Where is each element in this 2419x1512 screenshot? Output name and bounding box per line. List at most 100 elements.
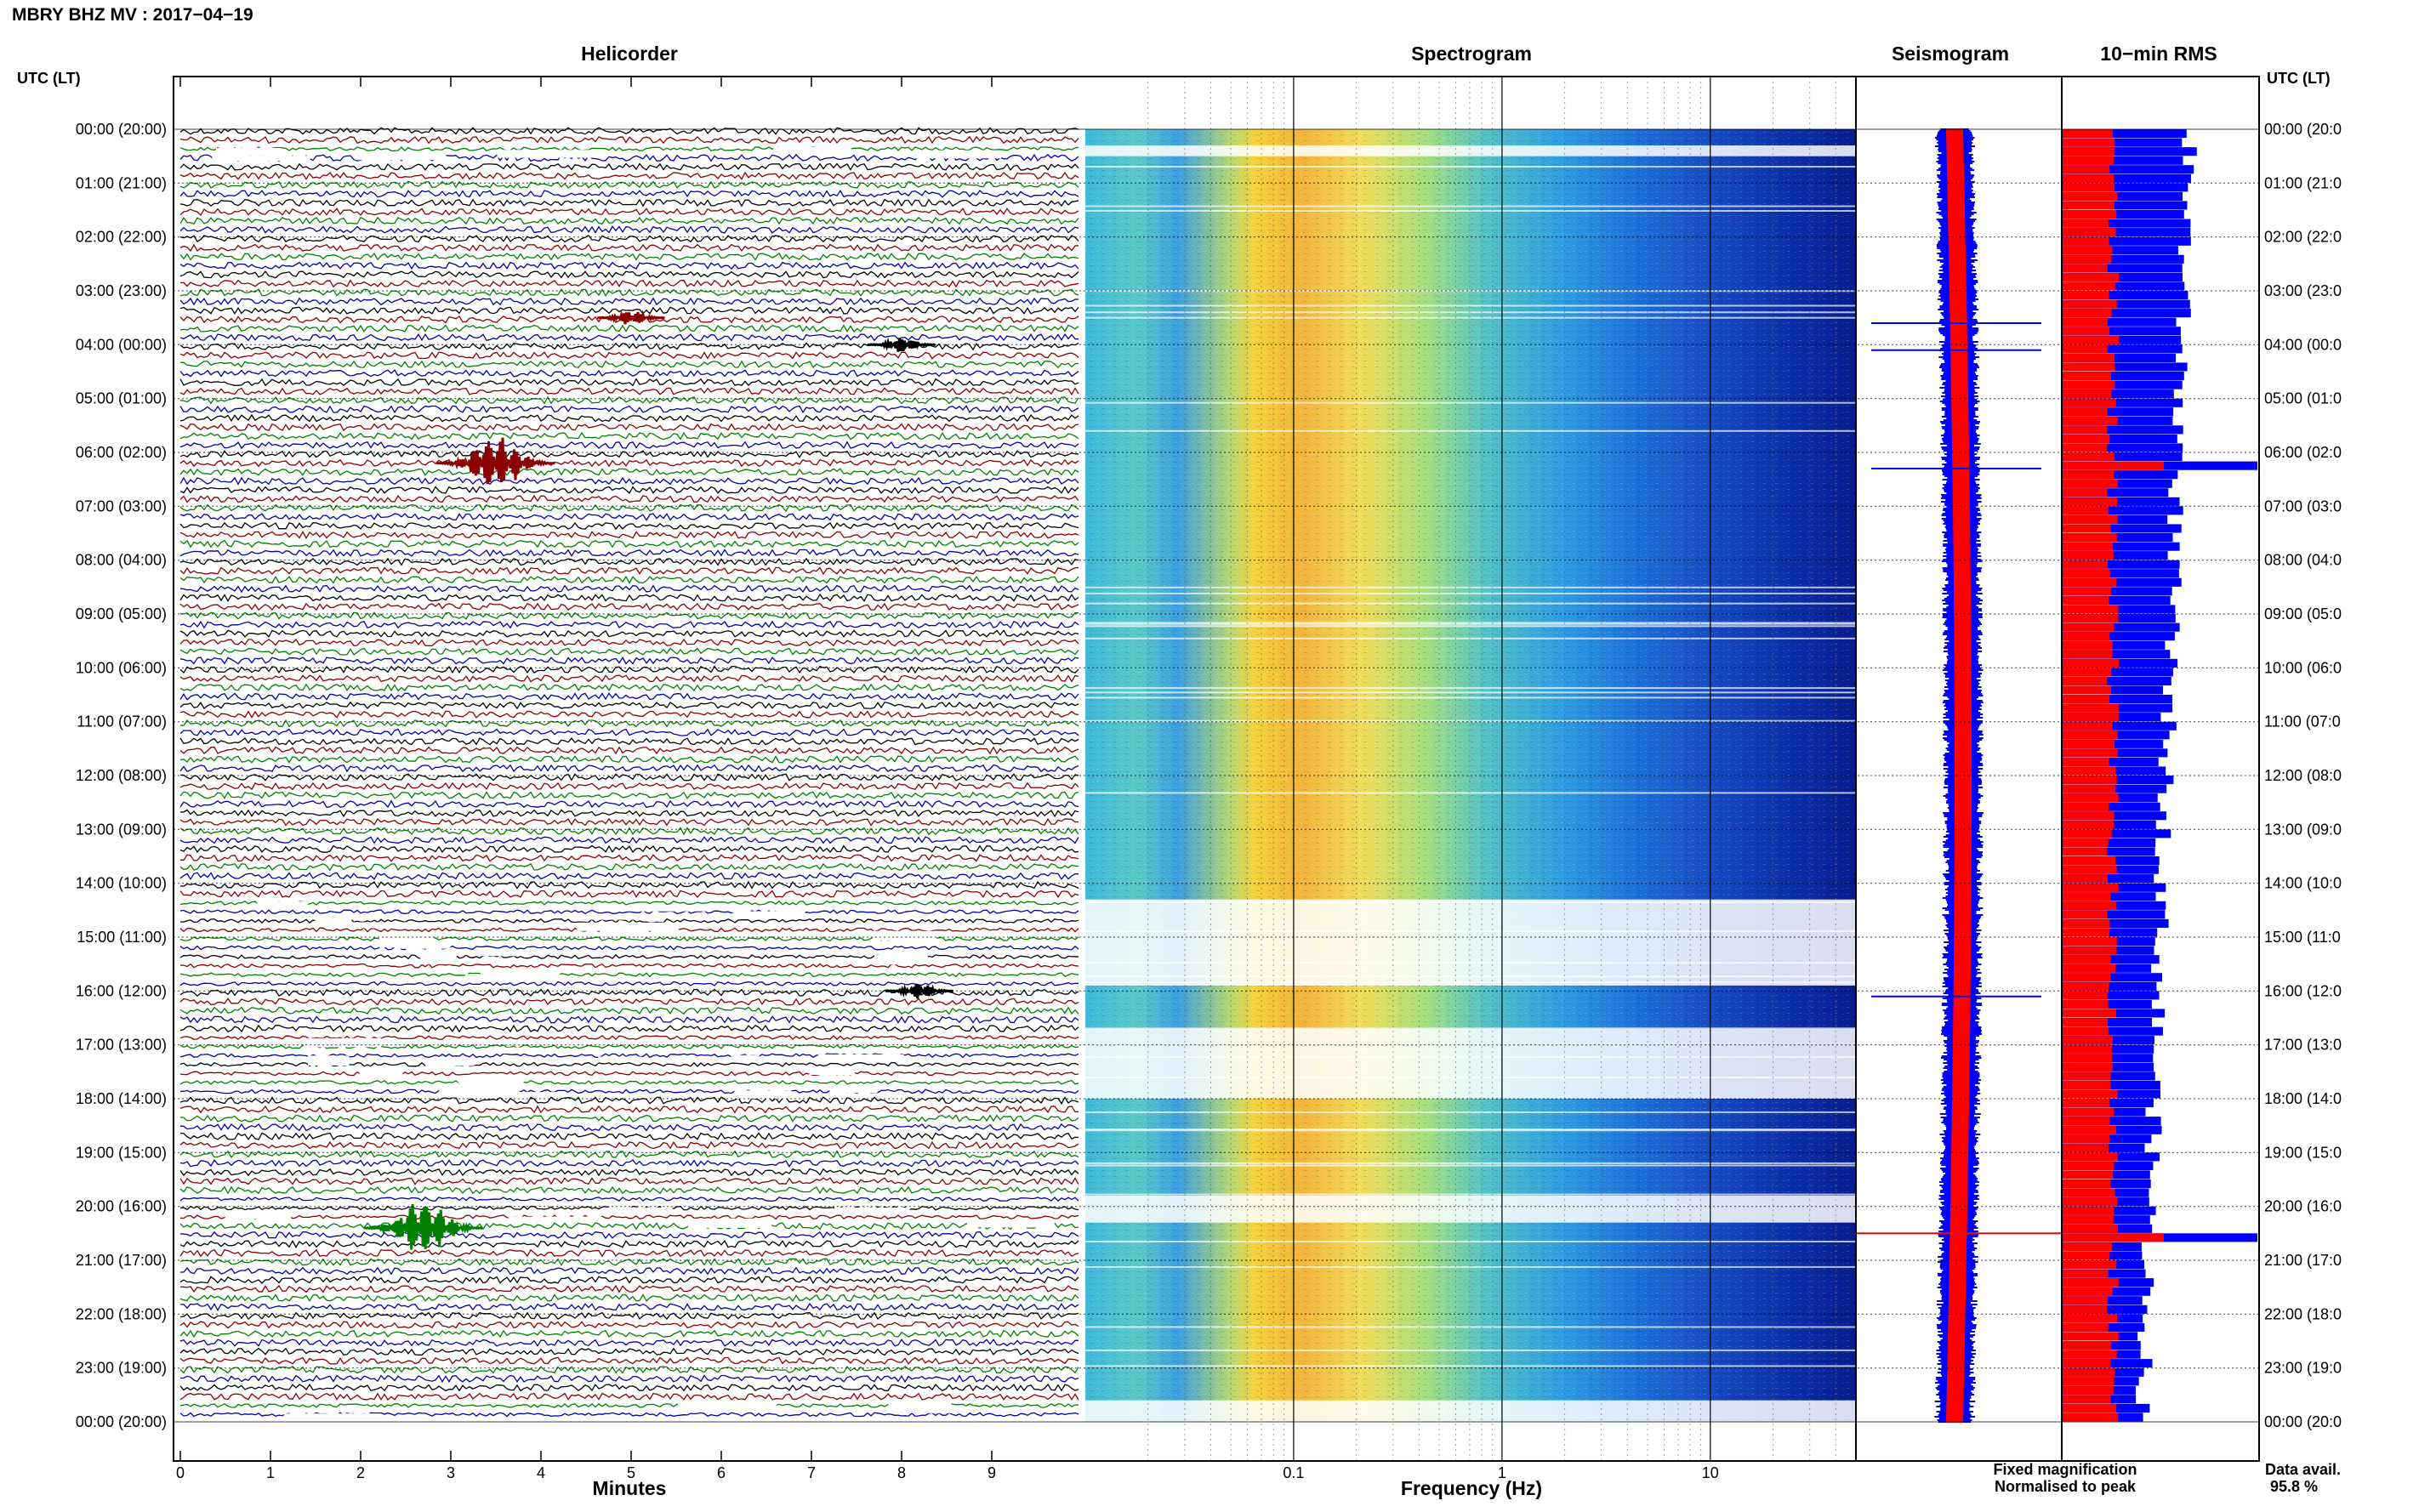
helicorder-gap <box>359 1069 403 1079</box>
rms-bar-fixed <box>2062 183 2188 192</box>
rms-bar-fixed <box>2062 398 2183 407</box>
helicorder-trace <box>179 395 1079 405</box>
helicorder-trace <box>179 809 1079 818</box>
rms-bar-normalised <box>2062 183 2114 192</box>
helicorder-trace <box>179 1321 1079 1329</box>
rms-bar-fixed <box>2062 407 2174 417</box>
helicorder-trace <box>179 146 1079 152</box>
data-availability-label: Data avail. <box>2265 1461 2341 1478</box>
rms-bar-fixed <box>2062 569 2179 578</box>
rms-bar-normalised <box>2062 695 2109 704</box>
seismogram-traces <box>1856 128 2062 1423</box>
helicorder-gap <box>809 1067 855 1075</box>
hour-label-left: 03:00 (23:00) <box>76 282 167 299</box>
minute-ticks: 0 1 2 3 4 5 6 7 8 9 <box>176 77 996 1481</box>
helicorder-trace <box>179 1185 1079 1195</box>
rms-bar-fixed <box>2062 991 2160 1000</box>
rms-bar-fixed <box>2062 955 2160 964</box>
spectrogram-streak <box>1085 602 1856 605</box>
rms-bar-normalised <box>2062 1359 2111 1368</box>
helicorder-gap <box>215 148 282 156</box>
helicorder-gap <box>530 968 597 974</box>
helicorder-gap <box>355 153 447 161</box>
rms-bar-normalised <box>2062 1009 2116 1018</box>
spectrogram-streak <box>1085 1164 1856 1167</box>
rms-bar-fixed <box>2062 236 2191 246</box>
helicorder-trace <box>179 791 1079 799</box>
helicorder-gap <box>874 954 902 965</box>
helicorder-gap <box>734 1090 792 1100</box>
helicorder-gap <box>817 1054 904 1060</box>
helicorder-trace <box>179 854 1079 862</box>
helicorder-gap <box>491 1047 535 1054</box>
helicorder-traces <box>179 127 1079 1418</box>
hour-label-right: 05:00 (01:0 <box>2264 390 2342 407</box>
helicorder-gap <box>251 1418 322 1427</box>
helicorder-gap <box>598 1056 642 1062</box>
rms-bar-normalised <box>2062 918 2110 928</box>
helicorder-trace <box>179 602 1079 611</box>
spectrogram-streak <box>1085 719 1856 722</box>
rms-bar-fixed <box>2062 470 2178 480</box>
spectrogram-xlabel: Frequency (Hz) <box>1401 1477 1542 1499</box>
helicorder-trace <box>179 413 1079 423</box>
rms-bar-normalised <box>2062 1036 2113 1045</box>
rms-bar-normalised <box>2062 1403 2116 1413</box>
panel-title-rms: 10−min RMS <box>2100 43 2217 65</box>
hour-label-left: 10:00 (06:00) <box>76 659 167 676</box>
rms-bar-normalised <box>2062 236 2109 246</box>
helicorder-gap <box>887 1416 975 1426</box>
helicorder-trace <box>179 862 1079 872</box>
spectrogram-streak <box>1085 1326 1856 1328</box>
helicorder-gap <box>967 1222 1055 1228</box>
rms-bar-normalised <box>2062 1071 2111 1081</box>
helicorder-xlabel: Minutes <box>593 1477 667 1499</box>
spectrogram-streak <box>1085 401 1856 404</box>
rms-bar-normalised <box>2062 730 2118 740</box>
rms-bar-normalised <box>2062 776 2117 785</box>
helicorder-gap <box>497 150 594 158</box>
rms-bar-normalised <box>2062 640 2113 650</box>
spectrogram-gap <box>1085 145 1856 156</box>
rms-bar-normalised <box>2062 1377 2114 1386</box>
helicorder-gap <box>439 1085 520 1094</box>
rms-bar-normalised <box>2062 344 2108 354</box>
spectrogram-streak <box>1085 625 1856 628</box>
helicorder-trace <box>179 369 1079 378</box>
rms-bar-fixed <box>2062 838 2156 847</box>
rms-bar-normalised <box>2062 587 2112 596</box>
rms-bar-fixed <box>2062 910 2166 919</box>
rms-bar-normalised <box>2062 676 2108 685</box>
helicorder-gap <box>606 1207 673 1214</box>
rms-bar-fixed <box>2062 587 2172 596</box>
rms-bar-normalised <box>2062 156 2114 165</box>
spectrogram-streak <box>1085 901 1856 904</box>
rms-bar-fixed <box>2062 1117 2161 1126</box>
rms-bar-normalised <box>2062 793 2119 803</box>
helicorder-trace <box>179 1015 1079 1024</box>
helicorder-gap <box>577 922 679 931</box>
rms-bar-normalised <box>2062 1062 2113 1071</box>
rms-bar-normalised <box>2062 713 2119 722</box>
helicorder-trace <box>179 844 1079 854</box>
legend-normalised: Normalised to peak <box>1995 1478 2137 1495</box>
rms-bar-normalised <box>2062 1188 2115 1197</box>
spectrogram-streak <box>1085 1128 1856 1131</box>
hour-label-left: 19:00 (15:00) <box>76 1144 167 1161</box>
rms-bar-normalised <box>2062 1197 2118 1207</box>
helicorder-trace <box>179 1132 1079 1140</box>
helicorder-gap <box>420 953 457 964</box>
rms-bar-normalised <box>2062 443 2108 452</box>
rms-bar-normalised <box>2062 1395 2111 1404</box>
helicorder-gap <box>529 941 561 946</box>
helicorder-trace <box>179 584 1079 594</box>
rms-bar-fixed <box>2062 757 2159 766</box>
spectrogram-streak <box>1085 1077 1856 1078</box>
hour-label-left: 00:00 (20:00) <box>76 1413 167 1430</box>
helicorder-trace <box>179 773 1079 782</box>
helicorder-trace <box>179 198 1079 207</box>
hour-label-right: 15:00 (11:0 <box>2264 929 2341 946</box>
spectrogram-streak <box>1085 962 1856 964</box>
helicorder-trace <box>179 450 1079 459</box>
hour-label-right: 16:00 (12:0 <box>2264 982 2342 999</box>
